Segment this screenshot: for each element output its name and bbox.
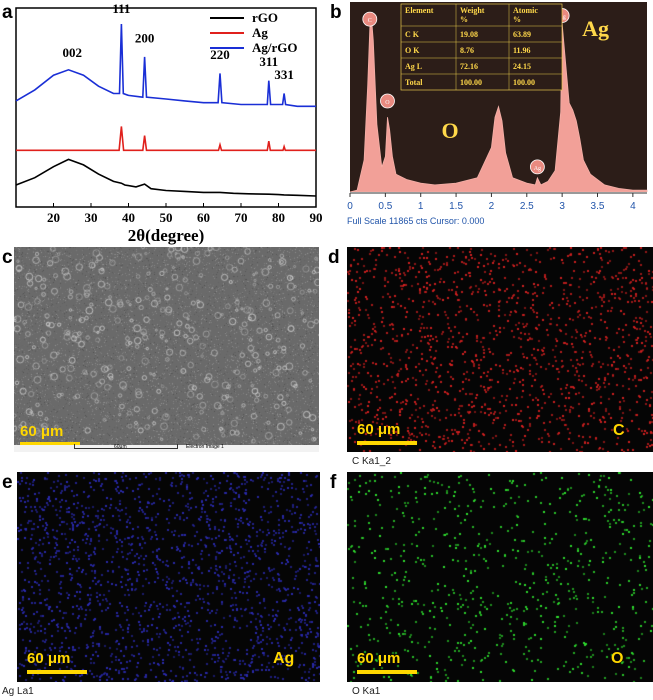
peak-marker-circle — [380, 93, 395, 109]
table-cell: 72.16 — [460, 62, 478, 71]
table-cell: Total — [405, 78, 423, 87]
peak-annotation: 311 — [259, 54, 278, 69]
peak-marker: C — [362, 11, 378, 27]
x-tick-label: 30 — [85, 210, 98, 225]
panel-label-d: d — [328, 247, 340, 268]
x-tick-label: 60 — [197, 210, 210, 225]
legend-label: Ag/rGO — [252, 40, 298, 55]
x-tick-label: 3.5 — [591, 201, 605, 212]
xrd-chart: 20 30 40 50 60 70 80 90 2θ(degree) 002 111 200 220 31… — [15, 1, 323, 245]
x-tick-label: 0.5 — [378, 201, 392, 212]
x-tick-label: 80 — [272, 210, 285, 225]
results-table — [400, 3, 563, 91]
plot-frame — [15, 7, 317, 208]
table-cell: 100.00 — [513, 78, 535, 87]
c-map-element-label: C — [613, 422, 625, 439]
table-header: Atomic — [513, 6, 538, 15]
spectrum-footer: Full Scale 11865 cts Cursor: 0.000 — [347, 216, 484, 226]
panel-label-b: b — [330, 2, 342, 23]
c-element-map: 60 μm C — [347, 247, 653, 452]
table-cell: 8.76 — [460, 46, 474, 55]
element-peak-label: Ag — [582, 16, 609, 41]
o-element-map: 60 μm O — [347, 472, 653, 682]
c-map-caption: C Ka1_2 — [352, 456, 391, 467]
x-tick-label: 2 — [489, 201, 495, 212]
table-cell: Ag L — [405, 62, 422, 71]
sem-texture — [14, 247, 319, 452]
peak-marker-text: O — [385, 100, 390, 106]
ag-map-scale-bar — [27, 670, 87, 674]
element-peak-label: O — [441, 118, 458, 143]
table-header: % — [513, 15, 521, 24]
table-cell: 63.89 — [513, 30, 531, 39]
x-tick-label: 0 — [347, 201, 353, 212]
table-cell: 100.00 — [460, 78, 482, 87]
sem-footer-scale — [74, 444, 178, 449]
o-map-caption: O Ka1 — [352, 686, 381, 697]
panel-label-f: f — [330, 472, 337, 493]
x-tick-label: 70 — [235, 210, 248, 225]
series-line-rgo — [15, 158, 317, 197]
peak-marker-circle — [362, 11, 378, 27]
ag-map-caption: Ag La1 — [2, 686, 34, 697]
legend-label: rGO — [252, 10, 278, 25]
table-cell: O K — [405, 46, 420, 55]
x-tick-label: 20 — [47, 210, 60, 225]
sem-footer-label: Electron Image 1 — [186, 444, 224, 450]
c-map-scale-label: 60 μm — [357, 421, 401, 438]
sem-footer: 60μm Electron Image 1 — [14, 444, 319, 452]
ag-map-element-label: Ag — [273, 650, 295, 667]
x-tick-label: 3 — [559, 201, 565, 212]
sem-footer-scale-label: 60μm — [114, 444, 127, 450]
series-line-ag — [16, 126, 316, 152]
x-tick-label: 90 — [310, 210, 323, 225]
eds-spectrum: COAgAgCOAgElementWeight%Atomic%C K19.086… — [345, 0, 653, 235]
table-cell: 11.96 — [513, 46, 531, 55]
peak-marker: Ag — [529, 159, 545, 175]
legend-label: Ag — [252, 25, 268, 40]
panel-label-e: e — [2, 472, 13, 493]
spectrum-area — [349, 13, 648, 193]
peak-annotation: 200 — [135, 30, 155, 45]
sem-scale-label: 60 μm — [20, 423, 64, 440]
panel-label-c: c — [2, 247, 13, 268]
o-map-scale-label: 60 μm — [357, 650, 401, 667]
c-map-scale-bar — [357, 441, 417, 445]
table-cell: C K — [405, 30, 420, 39]
axis-strip — [345, 192, 653, 235]
x-tick-label: 40 — [122, 210, 135, 225]
peak-annotation: 220 — [210, 47, 230, 62]
sem-image: 60 μm 60μm Electron Image 1 — [14, 247, 319, 452]
ag-map-scale-label: 60 μm — [27, 650, 71, 667]
peak-marker-text: C — [368, 18, 372, 24]
sem-scale-bar — [20, 442, 80, 446]
peak-annotation: 331 — [274, 67, 294, 82]
table-header: Element — [405, 6, 434, 15]
peak-marker-text: Ag — [534, 166, 541, 172]
x-tick-label: 1.5 — [449, 201, 463, 212]
table-cell: 24.15 — [513, 62, 531, 71]
x-tick-label: 1 — [418, 201, 424, 212]
o-map-scale-bar — [357, 670, 417, 674]
ag-element-map: 60 μm Ag — [17, 472, 320, 682]
x-tick-label: 50 — [160, 210, 173, 225]
c-map-dots — [347, 247, 653, 452]
peak-marker: O — [380, 93, 395, 109]
x-tick-label: 4 — [630, 201, 636, 212]
ag-map-dots — [17, 472, 320, 682]
table-cell: 19.08 — [460, 30, 478, 39]
table-header: Weight — [460, 6, 485, 15]
o-map-dots — [347, 472, 653, 682]
x-axis-label: 2θ(degree) — [128, 226, 205, 245]
o-map-element-label: O — [611, 650, 624, 667]
series-line-ag-rgo — [15, 23, 316, 108]
panel-label-a: a — [2, 2, 13, 23]
peak-marker-circle — [529, 159, 545, 175]
peak-annotation: 111 — [112, 1, 130, 16]
x-tick-label: 2.5 — [520, 201, 534, 212]
peak-annotation: 002 — [63, 45, 83, 60]
table-header: % — [460, 15, 468, 24]
